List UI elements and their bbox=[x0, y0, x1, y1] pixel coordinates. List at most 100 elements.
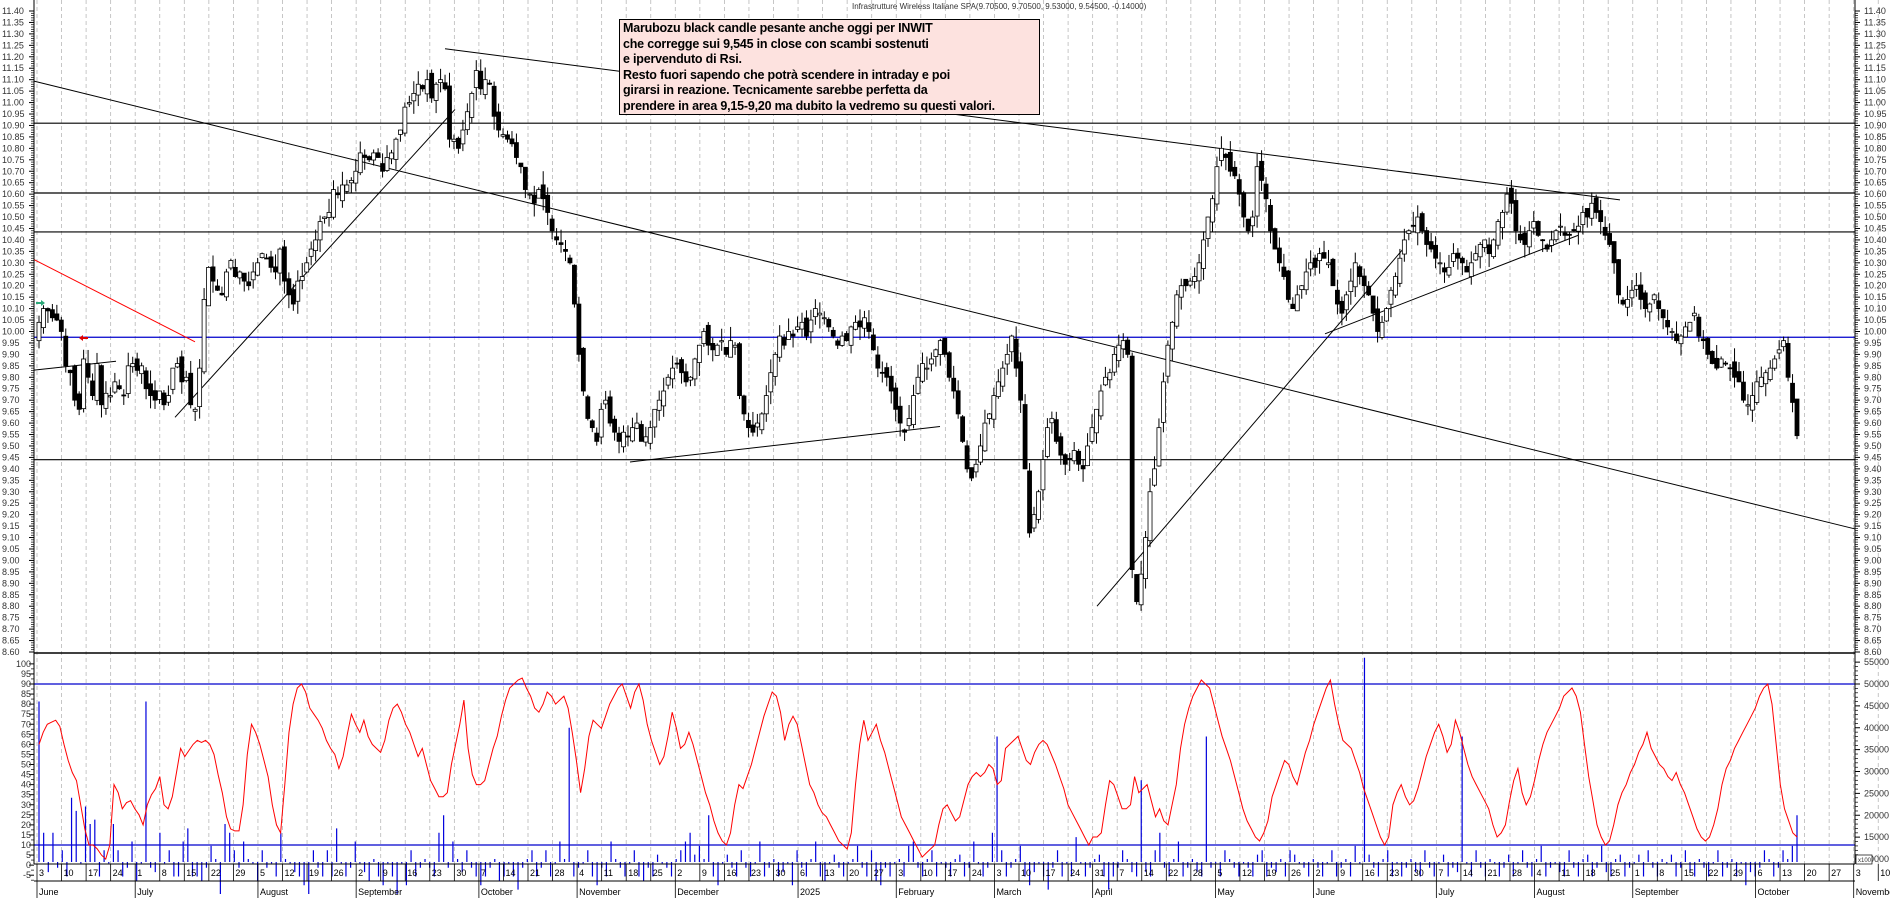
bullish-candle bbox=[424, 79, 430, 95]
week-label: 19 bbox=[309, 868, 319, 878]
week-label: 23 bbox=[432, 868, 442, 878]
bearish-candle bbox=[447, 85, 452, 140]
bearish-candle bbox=[531, 194, 537, 204]
bearish-candle bbox=[1268, 204, 1273, 232]
bullish-candle bbox=[1749, 395, 1755, 411]
bullish-candle bbox=[415, 83, 421, 96]
price-tick-label-left: 9.40 bbox=[2, 464, 20, 474]
week-label: 23 bbox=[1389, 868, 1399, 878]
bearish-candle bbox=[85, 363, 91, 378]
volume-bars bbox=[38, 657, 1798, 894]
price-tick-label-right: 10.65 bbox=[1864, 178, 1887, 188]
week-label: 10 bbox=[1880, 868, 1890, 878]
bullish-candle bbox=[688, 376, 693, 381]
bullish-candle bbox=[1009, 335, 1015, 353]
price-tick-label-left: 10.70 bbox=[2, 166, 25, 176]
rsi-tick-label: 0 bbox=[26, 860, 31, 870]
bullish-candle bbox=[1098, 390, 1104, 417]
price-tick-label-left: 10.15 bbox=[2, 292, 25, 302]
bullish-candle bbox=[1254, 166, 1260, 217]
bearish-candle bbox=[625, 435, 631, 438]
bearish-candle bbox=[264, 257, 269, 260]
bullish-candle bbox=[1004, 353, 1010, 365]
bearish-candle bbox=[1665, 319, 1671, 328]
bearish-candle bbox=[1259, 160, 1264, 181]
trendline[interactable] bbox=[629, 426, 941, 463]
bearish-candle bbox=[505, 134, 510, 140]
volume-tick-label: 30000 bbox=[1864, 767, 1889, 777]
bearish-candle bbox=[1366, 285, 1372, 296]
rsi-tick-label: 85 bbox=[21, 689, 31, 699]
trendline[interactable] bbox=[33, 259, 196, 343]
bullish-candle bbox=[786, 331, 792, 340]
trendline[interactable] bbox=[1324, 234, 1579, 335]
bullish-candle bbox=[326, 212, 332, 218]
bearish-candle bbox=[90, 380, 95, 397]
price-tick-label-left: 9.00 bbox=[2, 555, 20, 565]
bullish-candle bbox=[1772, 358, 1778, 369]
bearish-candle bbox=[1602, 226, 1608, 236]
bullish-candle bbox=[1647, 303, 1653, 313]
bearish-candle bbox=[121, 394, 127, 397]
bearish-candle bbox=[893, 387, 899, 410]
week-label: 25 bbox=[653, 868, 663, 878]
price-tick-label-left: 10.40 bbox=[2, 235, 25, 245]
week-label: 18 bbox=[628, 868, 638, 878]
trendlines[interactable] bbox=[33, 48, 1856, 607]
bullish-candle bbox=[308, 248, 314, 257]
bullish-candle bbox=[853, 321, 858, 330]
trendline[interactable] bbox=[33, 80, 1856, 530]
price-tick-label-left: 9.15 bbox=[2, 521, 20, 531]
signal-markers bbox=[36, 300, 88, 341]
bullish-candle bbox=[1317, 253, 1322, 262]
trendline[interactable] bbox=[1096, 246, 1406, 607]
bullish-candle bbox=[322, 216, 327, 219]
bearish-candle bbox=[567, 257, 573, 264]
bearish-candle bbox=[518, 162, 524, 168]
bullish-candle bbox=[1299, 285, 1305, 290]
bearish-candle bbox=[1357, 266, 1363, 277]
price-tick-label-right: 10.80 bbox=[1864, 143, 1887, 153]
bearish-candle bbox=[215, 285, 220, 291]
bearish-candle bbox=[246, 281, 252, 287]
bearish-candle bbox=[576, 303, 582, 355]
bullish-candle bbox=[1210, 198, 1215, 223]
bullish-candle bbox=[817, 312, 823, 316]
bullish-candle bbox=[1763, 372, 1769, 385]
bullish-candle bbox=[732, 344, 738, 348]
bearish-candle bbox=[1794, 398, 1800, 437]
price-tick-label-left: 10.10 bbox=[2, 304, 25, 314]
price-tick-label-right: 9.45 bbox=[1864, 452, 1882, 462]
price-tick-label-right: 10.15 bbox=[1864, 292, 1887, 302]
annotation-line: prendere in area 9,15-9,20 ma dubito la … bbox=[623, 98, 995, 113]
week-label: 30 bbox=[456, 868, 466, 878]
bullish-candle bbox=[701, 331, 707, 344]
bearish-candle bbox=[496, 111, 501, 131]
bullish-candle bbox=[389, 152, 394, 160]
bullish-candle bbox=[1625, 299, 1630, 308]
week-label: 15 bbox=[1684, 868, 1694, 878]
bullish-candle bbox=[911, 395, 916, 425]
bearish-candle bbox=[1232, 166, 1238, 177]
bullish-candle bbox=[237, 271, 243, 279]
bullish-candle bbox=[812, 308, 818, 318]
price-tick-label-right: 10.85 bbox=[1864, 132, 1887, 142]
bullish-candle bbox=[1147, 491, 1153, 542]
bullish-candle bbox=[94, 363, 100, 401]
annotation-note[interactable]: Marubozu black candle pesante anche oggi… bbox=[619, 19, 1040, 115]
bearish-candle bbox=[1593, 197, 1599, 213]
bearish-candle bbox=[1736, 371, 1742, 383]
bearish-candle bbox=[589, 420, 595, 429]
week-label: 5 bbox=[260, 868, 265, 878]
bearish-candle bbox=[241, 272, 247, 282]
bullish-candle bbox=[340, 184, 345, 202]
bearish-candle bbox=[705, 324, 711, 346]
bearish-candle bbox=[1027, 470, 1032, 534]
bullish-candle bbox=[1120, 340, 1126, 350]
week-label: 29 bbox=[1733, 868, 1743, 878]
bullish-candle bbox=[473, 70, 479, 89]
bullish-candle bbox=[36, 321, 42, 342]
trendline[interactable] bbox=[174, 109, 456, 418]
bearish-candle bbox=[1375, 308, 1380, 332]
week-label: 17 bbox=[88, 868, 98, 878]
